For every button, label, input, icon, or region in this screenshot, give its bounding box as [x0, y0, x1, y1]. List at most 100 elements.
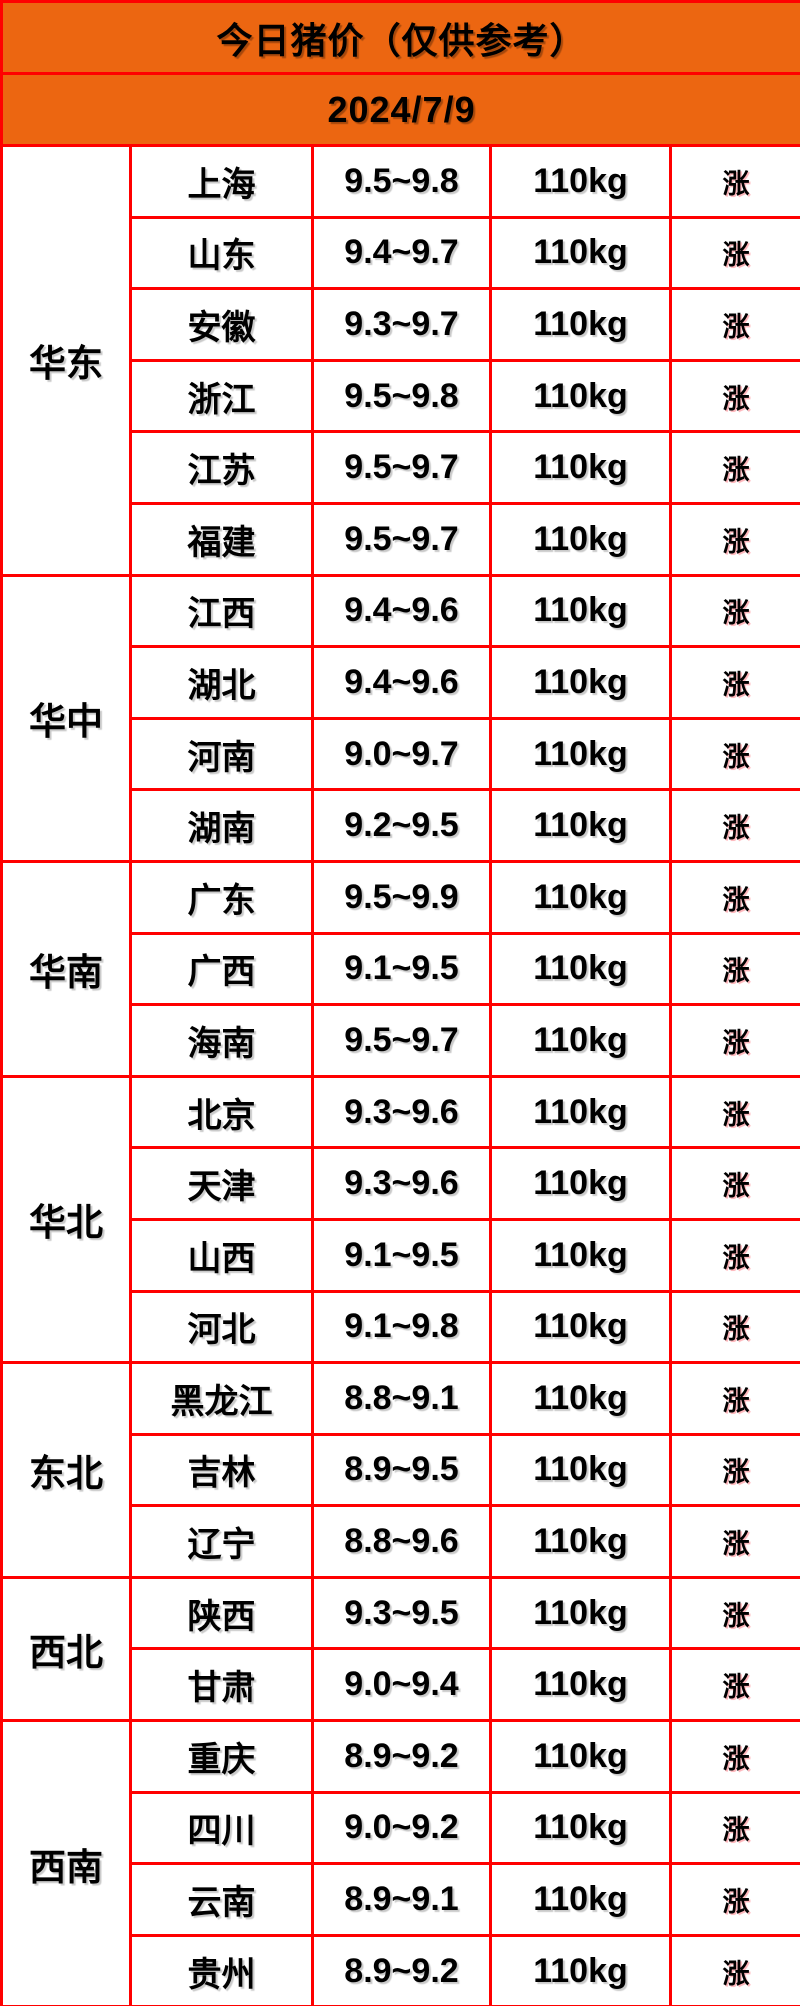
table-row: 吉林 8.9~9.5 110kg 涨	[2, 1432, 800, 1508]
table-row: 甘肃 9.0~9.4 110kg 涨	[2, 1647, 800, 1723]
weight-cell: 110kg	[489, 788, 672, 863]
status-cell: 涨	[668, 645, 800, 720]
table-row: 福建 9.5~9.7 110kg 涨	[2, 501, 800, 577]
province-cell: 黑龙江	[129, 1361, 314, 1436]
weight-cell: 110kg	[489, 1289, 672, 1365]
table-row: 河南 9.0~9.7 110kg 涨	[2, 716, 800, 792]
province-cell: 江西	[129, 573, 314, 649]
weight-cell: 110kg	[489, 1146, 672, 1221]
province-cell: 云南	[129, 1862, 314, 1937]
status-cell: 涨	[668, 573, 800, 649]
status-cell: 涨	[668, 1361, 800, 1436]
price-cell: 9.2~9.5	[311, 788, 492, 863]
table-row: 华南 广东 9.5~9.9 110kg 涨	[0, 859, 800, 1078]
status-cell: 涨	[668, 1074, 800, 1150]
price-cell: 9.5~9.7	[311, 430, 492, 505]
region-cell: 东北	[0, 1361, 132, 1579]
price-cell: 9.5~9.8	[311, 358, 492, 434]
region-cell: 华中	[0, 573, 132, 863]
province-cell: 北京	[129, 1074, 314, 1150]
weight-cell: 110kg	[489, 1933, 672, 2006]
price-cell: 9.1~9.5	[311, 931, 492, 1007]
province-cell: 辽宁	[129, 1504, 314, 1579]
table-row: 华北 北京 9.3~9.6 110kg 涨	[0, 1074, 800, 1365]
status-cell: 涨	[668, 287, 800, 362]
status-cell: 涨	[668, 1790, 800, 1866]
weight-cell: 110kg	[489, 501, 672, 577]
province-cell: 四川	[129, 1790, 314, 1866]
province-cell: 福建	[129, 501, 314, 577]
status-cell: 涨	[668, 1217, 800, 1293]
region-cell: 西南	[0, 1719, 132, 2006]
weight-cell: 110kg	[489, 1217, 672, 1293]
weight-cell: 110kg	[489, 1862, 672, 1937]
table-row: 辽宁 8.8~9.6 110kg 涨	[2, 1504, 800, 1579]
weight-cell: 110kg	[489, 430, 672, 505]
status-cell: 涨	[668, 859, 800, 935]
weight-cell: 110kg	[489, 859, 672, 935]
table-row: 山西 9.1~9.5 110kg 涨	[2, 1217, 800, 1293]
price-cell: 9.0~9.4	[311, 1647, 492, 1723]
status-cell: 涨	[668, 430, 800, 505]
province-cell: 上海	[129, 144, 314, 219]
page-title: 今日猪价（仅供参考）	[0, 0, 800, 75]
province-cell: 湖北	[129, 645, 314, 720]
status-cell: 涨	[668, 1719, 800, 1794]
title-row: 今日猪价（仅供参考）	[0, 0, 800, 75]
status-cell: 涨	[668, 1146, 800, 1221]
price-cell: 8.9~9.2	[311, 1933, 492, 2006]
price-cell: 9.0~9.7	[311, 716, 492, 792]
weight-cell: 110kg	[489, 716, 672, 792]
weight-cell: 110kg	[489, 1361, 672, 1436]
table-row: 华东 上海 9.5~9.8 110kg 涨	[0, 144, 800, 577]
province-cell: 陕西	[129, 1575, 314, 1651]
table-row: 华中 江西 9.4~9.6 110kg 涨	[0, 573, 800, 863]
price-cell: 8.9~9.5	[311, 1432, 492, 1508]
province-cell: 安徽	[129, 287, 314, 362]
table-row: 西北 陕西 9.3~9.5 110kg 涨	[0, 1575, 800, 1723]
weight-cell: 110kg	[489, 1074, 672, 1150]
table-row: 山东 9.4~9.7 110kg 涨	[2, 215, 800, 291]
weight-cell: 110kg	[489, 1575, 672, 1651]
status-cell: 涨	[668, 1862, 800, 1937]
weight-cell: 110kg	[489, 1719, 672, 1794]
table-row: 云南 8.9~9.1 110kg 涨	[2, 1862, 800, 1937]
province-cell: 江苏	[129, 430, 314, 505]
table-row: 江苏 9.5~9.7 110kg 涨	[2, 430, 800, 505]
province-cell: 甘肃	[129, 1647, 314, 1723]
price-cell: 9.5~9.8	[311, 144, 492, 219]
weight-cell: 110kg	[489, 1003, 672, 1078]
table-row: 河北 9.1~9.8 110kg 涨	[2, 1289, 800, 1365]
price-cell: 9.4~9.6	[311, 645, 492, 720]
province-cell: 贵州	[129, 1933, 314, 2006]
table-row: 浙江 9.5~9.8 110kg 涨	[2, 358, 800, 434]
province-cell: 海南	[129, 1003, 314, 1078]
price-cell: 9.1~9.8	[311, 1289, 492, 1365]
table-row: 天津 9.3~9.6 110kg 涨	[2, 1146, 800, 1221]
price-cell: 9.5~9.7	[311, 1003, 492, 1078]
province-cell: 山东	[129, 215, 314, 291]
weight-cell: 110kg	[489, 645, 672, 720]
status-cell: 涨	[668, 144, 800, 219]
table-row: 湖南 9.2~9.5 110kg 涨	[2, 788, 800, 863]
table-row: 西南 重庆 8.9~9.2 110kg 涨	[0, 1719, 800, 2006]
region-cell: 华北	[0, 1074, 132, 1365]
price-cell: 9.5~9.7	[311, 501, 492, 577]
table-row: 东北 黑龙江 8.8~9.1 110kg 涨	[0, 1361, 800, 1579]
status-cell: 涨	[668, 931, 800, 1007]
weight-cell: 110kg	[489, 287, 672, 362]
province-cell: 湖南	[129, 788, 314, 863]
status-cell: 涨	[668, 358, 800, 434]
province-cell: 重庆	[129, 1719, 314, 1794]
table-row: 四川 9.0~9.2 110kg 涨	[2, 1790, 800, 1866]
table-row: 湖北 9.4~9.6 110kg 涨	[2, 645, 800, 720]
price-cell: 9.4~9.7	[311, 215, 492, 291]
price-cell: 9.0~9.2	[311, 1790, 492, 1866]
status-cell: 涨	[668, 1432, 800, 1508]
price-cell: 9.3~9.7	[311, 287, 492, 362]
status-cell: 涨	[668, 1933, 800, 2006]
price-cell: 9.5~9.9	[311, 859, 492, 935]
province-cell: 山西	[129, 1217, 314, 1293]
